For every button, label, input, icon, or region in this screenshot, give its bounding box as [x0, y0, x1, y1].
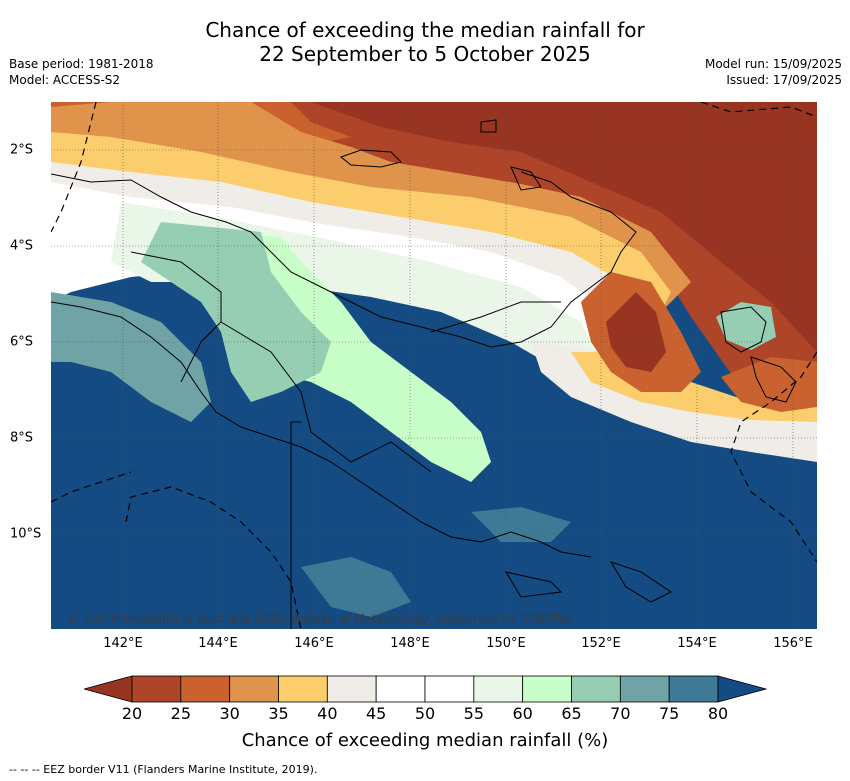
colorbar-label: 40	[317, 704, 338, 723]
coastlines	[51, 119, 797, 629]
copyright-text: © Commonwealth of Australia 2025, Bureau…	[68, 612, 574, 626]
colorbar-cell	[131, 675, 182, 703]
lon-tick-144: 144°E	[198, 636, 238, 651]
lon-tick-150: 150°E	[486, 636, 526, 651]
contour-south-patch	[301, 557, 411, 617]
colorbar-cell	[619, 675, 670, 703]
colorbar-label: 20	[121, 704, 143, 723]
contour-east-30	[721, 357, 817, 412]
lat-tick-8s: 8°S	[10, 430, 34, 446]
colorbar-cell	[473, 675, 524, 703]
contour-south-patch-2	[471, 507, 571, 542]
title-line-1: Chance of exceeding the median rainfall …	[205, 18, 645, 42]
lat-tick-2s: 2°S	[10, 142, 34, 158]
colorbar-cell	[229, 675, 279, 703]
colorbar-title: Chance of exceeding median rainfall (%)	[241, 730, 609, 751]
colorbar-label: 60	[512, 704, 533, 723]
graticule	[51, 102, 817, 629]
contour-70	[51, 292, 211, 422]
colorbar-cells	[131, 675, 719, 703]
colorbar-cell	[326, 675, 377, 703]
colorbar-label: 55	[463, 704, 485, 723]
lon-tick-154: 154°E	[677, 636, 717, 651]
lon-tick-146: 146°E	[294, 636, 334, 651]
colorbar-label: 70	[610, 704, 631, 723]
lon-tick-152: 152°E	[581, 636, 621, 651]
contour-island-70	[716, 302, 776, 350]
colorbar-label: 30	[219, 704, 240, 723]
eez-footnote: -- -- -- EEZ border V11 (Flanders Marine…	[9, 763, 318, 776]
colorbar-label: 50	[414, 704, 436, 723]
colorbar-cell	[424, 675, 475, 703]
lat-tick-10s: 10°S	[10, 526, 42, 542]
lon-tick-156: 156°E	[773, 636, 813, 651]
colorbar-label: 65	[561, 704, 582, 723]
map-canvas	[51, 102, 817, 629]
lat-tick-6s: 6°S	[10, 334, 34, 350]
model-name: Model: ACCESS-S2	[9, 73, 121, 87]
colorbar-cell	[522, 675, 572, 703]
colorbar-cell	[278, 675, 328, 703]
lat-tick-4s: 4°S	[10, 238, 34, 254]
meta-left: Base period: 1981-2018 Model: ACCESS-S2	[9, 56, 154, 88]
lon-tick-142: 142°E	[103, 636, 143, 651]
contour-south-core	[606, 292, 666, 372]
map-title: Chance of exceeding the median rainfall …	[0, 18, 850, 66]
colorbar-under-arrow	[84, 675, 133, 703]
title-line-2: 22 September to 5 October 2025	[259, 42, 591, 66]
colorbar-label: 35	[268, 704, 289, 723]
colorbar-label: 25	[170, 704, 192, 723]
lon-tick-148: 148°E	[390, 636, 430, 651]
colorbar	[84, 675, 768, 703]
contour-core-dry	[311, 102, 817, 352]
colorbar-label: 45	[365, 704, 387, 723]
colorbar-cell	[668, 675, 719, 703]
meta-right: Model run: 15/09/2025 Issued: 17/09/2025	[705, 56, 842, 88]
issued-date: Issued: 17/09/2025	[726, 73, 842, 87]
colorbar-cell	[180, 675, 231, 703]
colorbar-label: 75	[658, 704, 680, 723]
model-run: Model run: 15/09/2025	[704, 57, 842, 71]
base-period: Base period: 1981-2018	[9, 57, 154, 71]
colorbar-label: 80	[707, 704, 729, 723]
colorbar-cell	[571, 675, 621, 703]
eez-borders	[51, 102, 817, 629]
colorbar-cell	[375, 675, 426, 703]
rainfall-map[interactable]: © Commonwealth of Australia 2025, Bureau…	[51, 102, 817, 629]
colorbar-over-arrow	[717, 675, 768, 703]
